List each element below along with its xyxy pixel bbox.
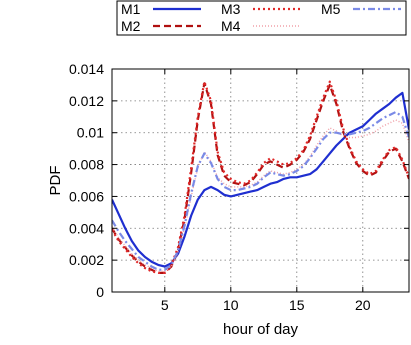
legend-label-m4: M4 [221, 18, 241, 34]
y-axis-label: PDF [47, 166, 64, 196]
y-tick-label-0: 0 [96, 284, 104, 300]
y-tick-label-4: 0.008 [69, 157, 104, 173]
y-tick-label-3: 0.006 [69, 188, 104, 204]
legend-label-m3: M3 [221, 1, 241, 17]
y-tick-label-6: 0.012 [69, 93, 104, 109]
legend-label-m5: M5 [321, 1, 341, 17]
y-tick-label-1: 0.002 [69, 252, 104, 268]
x-tick-label-3: 20 [355, 297, 371, 313]
x-axis-label: hour of day [223, 321, 299, 338]
y-tick-label-7: 0.014 [69, 61, 104, 77]
legend-box [116, 0, 407, 36]
series-line-m2 [112, 82, 409, 274]
series-line-m1 [112, 91, 409, 268]
x-tick-label-1: 10 [223, 297, 239, 313]
axis-ticks: 0 0.002 0.004 0.006 0.008 0.01 0.012 0.014 5 10 15… [69, 61, 409, 313]
plot-frame [111, 68, 410, 293]
grid-lines [112, 69, 409, 292]
x-tick-label-0: 5 [161, 297, 169, 313]
legend-label-m2: M2 [121, 18, 141, 34]
series-line-m3 [112, 80, 409, 274]
series-line-m4 [112, 119, 409, 273]
series-lines [112, 80, 409, 274]
legend-label-m1: M1 [121, 1, 141, 17]
y-tick-label-2: 0.004 [69, 220, 104, 236]
y-tick-label-5: 0.01 [77, 125, 104, 141]
x-tick-label-2: 15 [289, 297, 305, 313]
series-line-m5 [112, 110, 409, 271]
